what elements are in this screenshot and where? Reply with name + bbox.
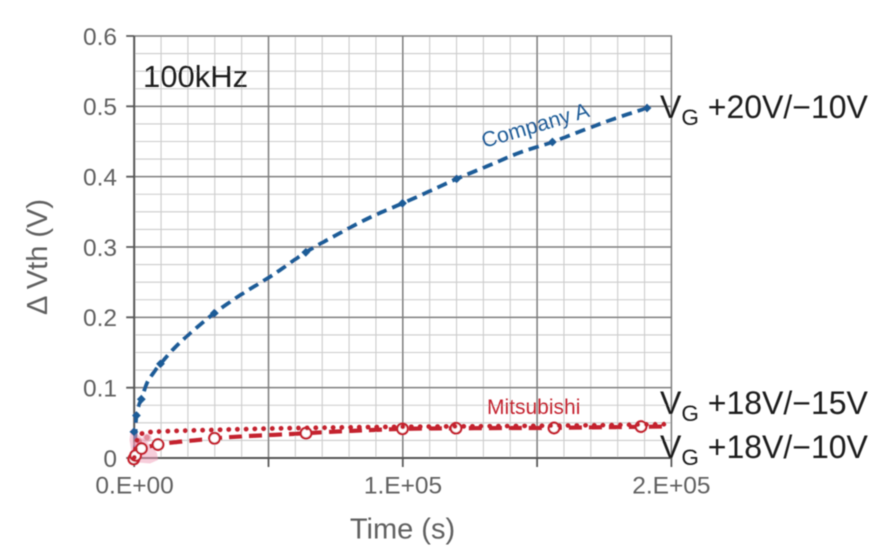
svg-text:Time (s): Time (s) — [350, 514, 455, 546]
svg-text:0.6: 0.6 — [83, 24, 117, 51]
svg-text:Δ Vth (V): Δ Vth (V) — [22, 199, 54, 315]
svg-text:1.E+05: 1.E+05 — [364, 473, 442, 500]
svg-text:100kHz: 100kHz — [143, 59, 248, 94]
svg-text:Mitsubishi: Mitsubishi — [487, 396, 580, 419]
svg-text:0.5: 0.5 — [83, 94, 117, 121]
svg-text:0.1: 0.1 — [83, 376, 117, 403]
svg-text:0.3: 0.3 — [83, 235, 117, 262]
svg-text:0.4: 0.4 — [83, 165, 117, 192]
svg-text:0.2: 0.2 — [83, 305, 117, 332]
svg-text:0.E+00: 0.E+00 — [95, 473, 173, 500]
svg-text:VG +18V/−10V: VG +18V/−10V — [660, 429, 869, 470]
svg-text:0: 0 — [103, 446, 117, 473]
svg-text:2.E+05: 2.E+05 — [632, 473, 710, 500]
